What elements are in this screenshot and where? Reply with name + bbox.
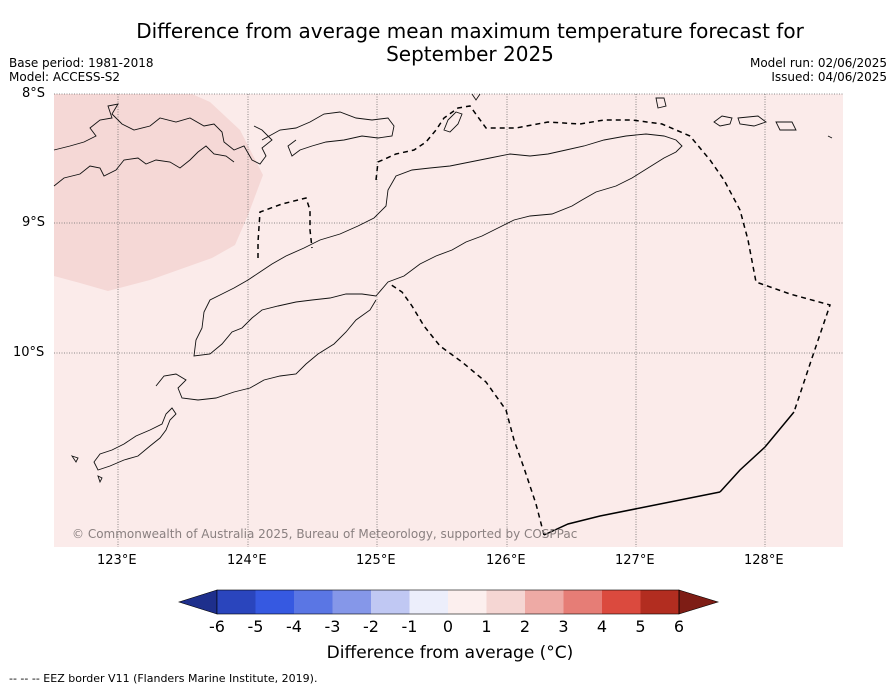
model-name: Model: ACCESS-S2 [9, 70, 121, 84]
coast-islet-4 [775, 121, 797, 131]
title-line-1: Difference from average mean maximum tem… [136, 19, 804, 43]
coast-islet-5 [471, 93, 481, 101]
coast-wetar [443, 111, 463, 133]
coast-islet-1 [655, 97, 667, 109]
lon-label-125e: 125°E [356, 553, 396, 568]
colorbar-frame [216, 589, 680, 615]
colorbar-bin [448, 590, 487, 614]
eez-west [389, 283, 545, 536]
copyright-credit: © Commonwealth of Australia 2025, Bureau… [72, 527, 578, 541]
colorbar-bin [371, 590, 410, 614]
colorbar-bin [255, 590, 294, 614]
colorbar-tick-label: 5 [635, 617, 646, 636]
lon-label-127e: 127°E [615, 553, 655, 568]
coast-timor-south [155, 299, 377, 401]
eez-oecusse [257, 197, 313, 258]
coast-islet-6 [827, 135, 833, 139]
warmer-anomaly-region [54, 94, 263, 291]
colorbar-bin [332, 590, 371, 614]
eez-east [719, 411, 795, 493]
coast-timor [193, 133, 683, 357]
colorbar-tick-label: 2 [519, 617, 531, 636]
coast-sawu [70, 455, 79, 463]
lat-label-9s: 9°S [22, 215, 46, 230]
colorbar-title: Difference from average (°C) [326, 643, 574, 663]
colorbar-tick-label: 3 [558, 617, 569, 636]
lat-label-8s: 8°S [22, 86, 46, 101]
colorbar-bin [602, 590, 641, 614]
eez-legend-note: -- -- -- EEZ border V11 (Flanders Marine… [9, 672, 318, 685]
coastlines [53, 93, 833, 484]
meta-right: Model run: 02/06/2025 Issued: 04/06/2025 [750, 56, 887, 84]
coast-ndao [97, 475, 103, 484]
issued-date: Issued: 04/06/2025 [771, 70, 887, 84]
lon-label-126e: 126°E [486, 553, 526, 568]
coast-rote [93, 407, 177, 471]
meta-left: Base period: 1981-2018 Model: ACCESS-S2 [9, 56, 154, 84]
model-run: Model run: 02/06/2025 [749, 56, 887, 70]
colorbar-extend-high [678, 589, 720, 615]
colorbar-tick-label: 0 [442, 617, 454, 636]
base-period: Base period: 1981-2018 [9, 56, 154, 70]
lon-label-124e: 124°E [227, 553, 267, 568]
title-line-2: September 2025 [386, 42, 554, 66]
coast-alor [261, 111, 395, 157]
lon-label-128e: 128°E [744, 553, 784, 568]
colorbar-tick-label: 1 [481, 617, 492, 636]
colorbar-extend-low [178, 589, 218, 615]
eez-north [375, 105, 831, 413]
colorbar-tick-label: 6 [673, 617, 685, 636]
colorbar-tick-label: -6 [209, 617, 225, 636]
colorbar-bin [294, 590, 333, 614]
gridlines [54, 93, 843, 547]
colorbar [178, 589, 720, 615]
coast-islet-3 [737, 115, 767, 127]
colorbar-bin [409, 590, 448, 614]
eez-borders [257, 105, 831, 536]
colorbar-tick-label: -3 [324, 617, 341, 636]
colorbar-tick-label: -2 [363, 617, 379, 636]
coast-islet-2 [713, 115, 733, 127]
colorbar-bin [563, 590, 602, 614]
colorbar-bin [525, 590, 564, 614]
colorbar-bin [486, 590, 525, 614]
colorbar-bin [640, 590, 679, 614]
colorbar-tick-label: 4 [596, 617, 608, 636]
coast-flores [53, 103, 273, 187]
lat-label-10s: 10°S [13, 345, 45, 360]
colorbar-tick-label: -5 [247, 617, 264, 636]
chart-title: Difference from average mean maximum tem… [100, 20, 840, 66]
colorbar-tick-label: -4 [286, 617, 302, 636]
colorbar-tick-label: -1 [401, 617, 418, 636]
colorbar-bin [217, 590, 256, 614]
lon-label-123e: 123°E [97, 553, 137, 568]
eez-south [543, 491, 721, 536]
